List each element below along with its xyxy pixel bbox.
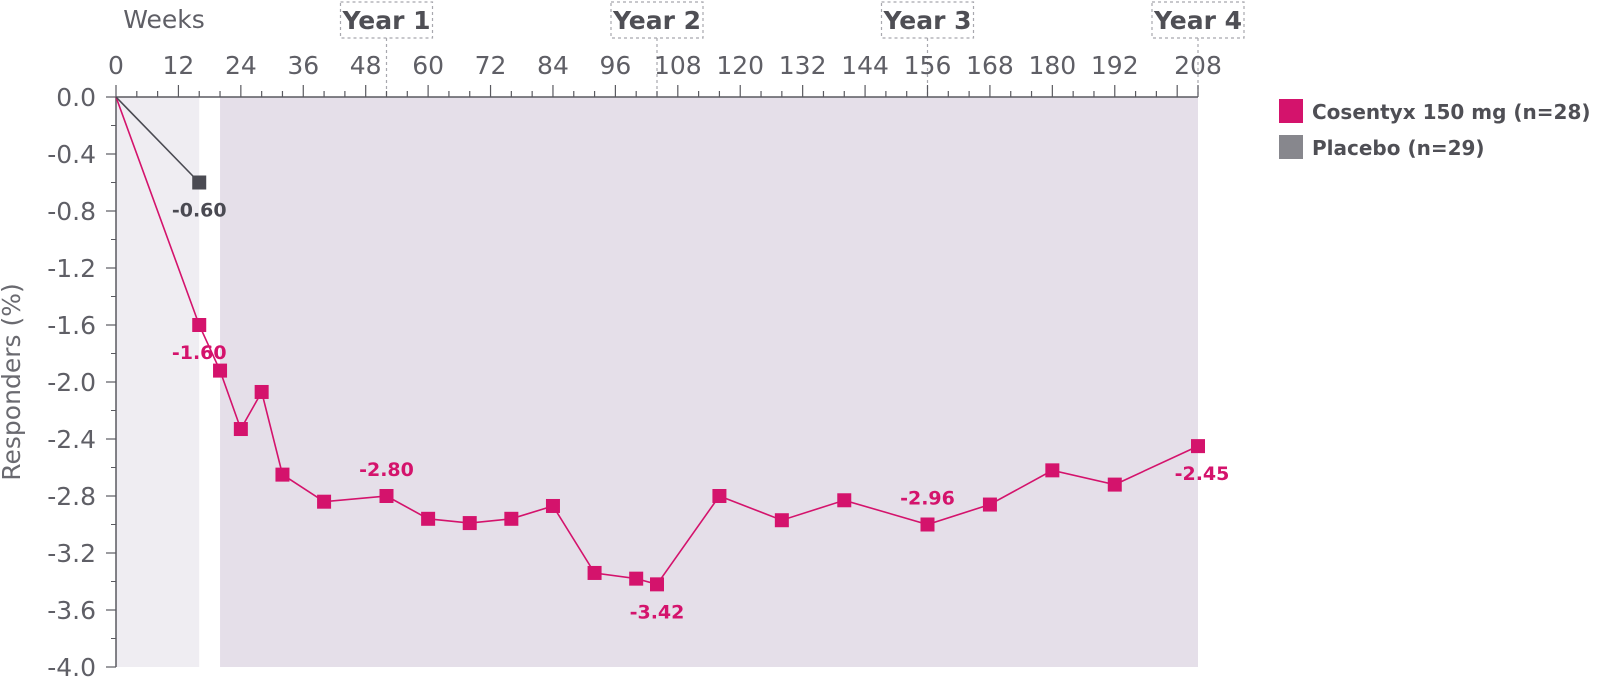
year-marker-box <box>339 1 434 39</box>
data-point <box>650 577 664 592</box>
data-label: -1.60 <box>172 342 227 364</box>
legend: Cosentyx 150 mg (n=28) Placebo (n=29) <box>1279 99 1591 160</box>
year-marker-label: Year 4 <box>1153 6 1242 35</box>
data-label: -2.96 <box>900 488 955 510</box>
legend-label: Placebo (n=29) <box>1312 136 1485 160</box>
data-point <box>317 494 332 509</box>
y-tick-label: -4.0 <box>47 653 96 682</box>
x-tick-label: 208 <box>1174 51 1222 80</box>
y-tick-label: 0.0 <box>56 83 96 112</box>
data-point <box>982 497 997 512</box>
y-axis: 0.0 -0.4 -0.8 -1.2 -1.6 -2.0 -2.4 -2.8 -3.2 -3.6 -… <box>47 83 117 682</box>
x-tick-label: 60 <box>412 51 444 80</box>
data-label: -3.42 <box>630 601 685 623</box>
shaded-region <box>220 97 1199 667</box>
data-label: -0.60 <box>172 200 227 222</box>
year-marker-label: Year 3 <box>882 6 971 35</box>
data-point <box>712 489 727 503</box>
data-point <box>275 467 290 482</box>
legend-swatch <box>1279 135 1303 159</box>
x-tick-label: 36 <box>287 51 319 80</box>
x-tick-label: 192 <box>1091 51 1139 80</box>
data-point <box>192 318 207 332</box>
x-tick-label: 12 <box>163 51 195 80</box>
x-tick-label: 120 <box>716 51 764 80</box>
x-tick-label: 0 <box>108 51 124 80</box>
shaded-region <box>116 97 200 667</box>
x-tick-label: 84 <box>537 51 569 80</box>
x-tick-label: 108 <box>654 51 702 80</box>
data-point <box>920 517 935 532</box>
data-point <box>837 493 852 508</box>
legend-swatch <box>1279 99 1303 123</box>
x-tick-label: 144 <box>841 51 889 80</box>
x-tick-label: 96 <box>599 51 631 80</box>
x-tick-label: 168 <box>966 51 1014 80</box>
y-tick-label: -1.2 <box>47 254 96 283</box>
x-axis: 0 12 24 36 48 60 72 84 96 108 120 132 144 156 168 180 19… <box>108 51 1222 98</box>
series-points <box>192 175 1205 592</box>
data-point <box>545 498 560 513</box>
data-point <box>504 511 519 526</box>
year-markers: Year 1 Year 2 Year 3 Year 4 <box>339 1 1245 97</box>
y-tick-label: -2.8 <box>47 482 96 511</box>
x-tick-label: 180 <box>1028 51 1076 80</box>
x-tick-label: 132 <box>779 51 827 80</box>
y-tick-label: -2.4 <box>47 425 96 454</box>
data-label: -2.45 <box>1175 463 1230 485</box>
data-point <box>379 489 394 503</box>
data-point <box>233 422 248 437</box>
data-point <box>1191 439 1205 454</box>
x-tick-label: 72 <box>475 51 507 80</box>
x-tick-label: 156 <box>904 51 952 80</box>
data-point <box>462 516 477 531</box>
y-tick-label: -3.2 <box>47 539 96 568</box>
year-marker-label: Year 1 <box>341 6 430 35</box>
y-tick-label: -0.4 <box>47 140 96 169</box>
data-point <box>192 175 207 190</box>
data-point <box>774 513 789 528</box>
data-labels: -1.60 -2.80 -3.42 -2.96 -2.45 -0.60 <box>172 200 1230 624</box>
year-marker-label: Year 2 <box>612 6 701 35</box>
data-point <box>1107 477 1122 492</box>
legend-label: Cosentyx 150 mg (n=28) <box>1312 100 1591 124</box>
data-label: -2.80 <box>359 459 414 481</box>
data-point <box>629 571 644 586</box>
data-point <box>587 565 602 580</box>
y-tick-label: -1.6 <box>47 311 96 340</box>
y-tick-label: -2.0 <box>47 368 96 397</box>
data-point <box>1045 463 1060 478</box>
x-axis-title: Weeks <box>123 5 205 34</box>
shaded-regions <box>116 97 1199 667</box>
y-tick-label: -3.6 <box>47 596 96 625</box>
data-point <box>421 511 436 526</box>
y-tick-label: -0.8 <box>47 197 96 226</box>
series-line <box>115 96 200 184</box>
data-point <box>213 363 228 378</box>
y-axis-title: Responders (%) <box>0 283 26 480</box>
x-tick-label: 24 <box>225 51 257 80</box>
x-tick-label: 48 <box>350 51 382 80</box>
data-point <box>254 384 269 399</box>
